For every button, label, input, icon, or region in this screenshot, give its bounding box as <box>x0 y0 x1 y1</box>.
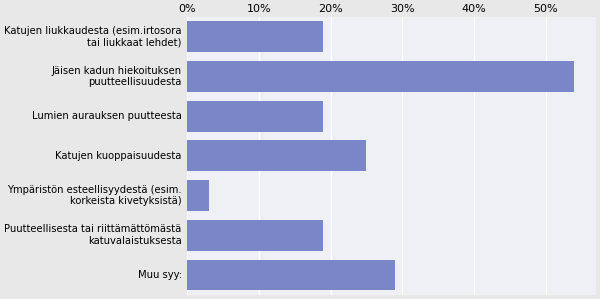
Bar <box>187 220 323 251</box>
Bar <box>187 101 323 132</box>
Bar <box>187 61 574 92</box>
Bar <box>187 180 209 211</box>
Bar <box>187 21 323 52</box>
Bar <box>187 141 367 171</box>
Bar <box>187 260 395 290</box>
